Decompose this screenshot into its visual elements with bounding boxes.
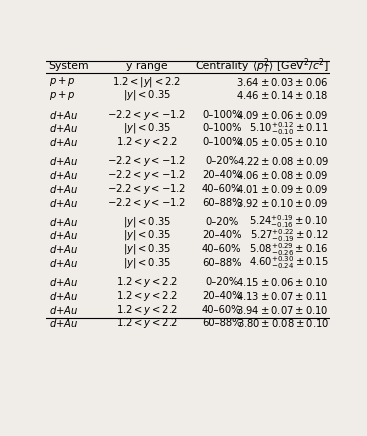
- Text: $-2.2 < y < -1.2$: $-2.2 < y < -1.2$: [107, 196, 186, 210]
- Text: $1.2 < y < 2.2$: $1.2 < y < 2.2$: [116, 275, 178, 289]
- Text: $4.22\pm0.08\pm0.09$: $4.22\pm0.08\pm0.09$: [237, 155, 329, 167]
- Text: $5.27^{+0.22}_{-0.19}\pm0.12$: $5.27^{+0.22}_{-0.19}\pm0.12$: [250, 227, 329, 244]
- Text: $5.10^{+0.12}_{-0.10}\pm0.11$: $5.10^{+0.12}_{-0.10}\pm0.11$: [249, 120, 329, 137]
- Text: 0–20%: 0–20%: [205, 277, 238, 287]
- Text: 0–100%: 0–100%: [202, 137, 241, 147]
- Text: $p+p$: $p+p$: [49, 89, 75, 102]
- Text: $3.64\pm0.03\pm0.06$: $3.64\pm0.03\pm0.06$: [236, 76, 329, 88]
- Text: $3.92\pm0.10\pm0.09$: $3.92\pm0.10\pm0.09$: [236, 197, 329, 208]
- Text: y range: y range: [126, 61, 168, 72]
- Text: $5.24^{+0.19}_{-0.16}\pm0.10$: $5.24^{+0.19}_{-0.16}\pm0.10$: [250, 213, 329, 230]
- Text: $-2.2 < y < -1.2$: $-2.2 < y < -1.2$: [107, 154, 186, 168]
- Text: $d$+Au: $d$+Au: [49, 317, 78, 330]
- Text: $4.60^{+0.30}_{-0.24}\pm0.15$: $4.60^{+0.30}_{-0.24}\pm0.15$: [249, 255, 329, 271]
- Text: $p+p$: $p+p$: [49, 75, 75, 88]
- Text: $-2.2 < y < -1.2$: $-2.2 < y < -1.2$: [107, 168, 186, 182]
- Text: $d$+Au: $d$+Au: [49, 136, 78, 148]
- Text: 40–60%: 40–60%: [202, 305, 241, 315]
- Text: $4.06\pm0.08\pm0.09$: $4.06\pm0.08\pm0.09$: [236, 169, 329, 181]
- Text: 0–100%: 0–100%: [202, 123, 241, 133]
- Text: $|y| < 0.35$: $|y| < 0.35$: [123, 121, 171, 135]
- Text: 0–100%: 0–100%: [202, 109, 241, 119]
- Text: $1.2 < y < 2.2$: $1.2 < y < 2.2$: [116, 289, 178, 303]
- Text: $3.94\pm0.07\pm0.10$: $3.94\pm0.07\pm0.10$: [236, 303, 329, 316]
- Text: $|y| < 0.35$: $|y| < 0.35$: [123, 228, 171, 242]
- Text: $-2.2 < y < -1.2$: $-2.2 < y < -1.2$: [107, 108, 186, 122]
- Text: $d$+Au: $d$+Au: [49, 276, 78, 288]
- Text: $1.2 < y < 2.2$: $1.2 < y < 2.2$: [116, 317, 178, 330]
- Text: $\langle p_T^2 \rangle$ [GeV$^2$/$c^2$]: $\langle p_T^2 \rangle$ [GeV$^2$/$c^2$]: [252, 57, 329, 76]
- Text: $3.80\pm0.08\pm0.10$: $3.80\pm0.08\pm0.10$: [236, 317, 329, 330]
- Text: $1.2 < y < 2.2$: $1.2 < y < 2.2$: [116, 135, 178, 149]
- Text: 60–88%: 60–88%: [202, 258, 241, 268]
- Text: 60–88%: 60–88%: [202, 318, 241, 328]
- Text: $d$+Au: $d$+Au: [49, 243, 78, 255]
- Text: System: System: [49, 61, 89, 72]
- Text: $d$+Au: $d$+Au: [49, 257, 78, 269]
- Text: $1.2 < y < 2.2$: $1.2 < y < 2.2$: [116, 303, 178, 317]
- Text: $d$+Au: $d$+Au: [49, 197, 78, 208]
- Text: $d$+Au: $d$+Au: [49, 303, 78, 316]
- Text: $4.05\pm0.05\pm0.10$: $4.05\pm0.05\pm0.10$: [236, 136, 329, 148]
- Text: $d$+Au: $d$+Au: [49, 183, 78, 195]
- Text: $d$+Au: $d$+Au: [49, 123, 78, 134]
- Text: Centrality: Centrality: [195, 61, 248, 72]
- Text: $1.2 < |y| < 2.2$: $1.2 < |y| < 2.2$: [112, 75, 181, 89]
- Text: 60–88%: 60–88%: [202, 198, 241, 208]
- Text: $4.09\pm0.06\pm0.09$: $4.09\pm0.06\pm0.09$: [236, 109, 329, 121]
- Text: 20–40%: 20–40%: [202, 231, 241, 241]
- Text: 20–40%: 20–40%: [202, 170, 241, 180]
- Text: $5.08^{+0.29}_{-0.26}\pm0.16$: $5.08^{+0.29}_{-0.26}\pm0.16$: [249, 241, 329, 258]
- Text: $|y| < 0.35$: $|y| < 0.35$: [123, 242, 171, 256]
- Text: $d$+Au: $d$+Au: [49, 169, 78, 181]
- Text: $d$+Au: $d$+Au: [49, 216, 78, 228]
- Text: $4.15\pm0.06\pm0.10$: $4.15\pm0.06\pm0.10$: [236, 276, 329, 288]
- Text: 40–60%: 40–60%: [202, 184, 241, 194]
- Text: 0–20%: 0–20%: [205, 217, 238, 227]
- Text: $4.01\pm0.09\pm0.09$: $4.01\pm0.09\pm0.09$: [236, 183, 329, 195]
- Text: $4.46\pm0.14\pm0.18$: $4.46\pm0.14\pm0.18$: [236, 89, 329, 102]
- Text: 0–20%: 0–20%: [205, 156, 238, 166]
- Text: $|y| < 0.35$: $|y| < 0.35$: [123, 215, 171, 229]
- Text: $-2.2 < y < -1.2$: $-2.2 < y < -1.2$: [107, 182, 186, 196]
- Text: 40–60%: 40–60%: [202, 244, 241, 254]
- Text: $d$+Au: $d$+Au: [49, 155, 78, 167]
- Text: $4.13\pm0.07\pm0.11$: $4.13\pm0.07\pm0.11$: [236, 290, 329, 302]
- Text: $d$+Au: $d$+Au: [49, 290, 78, 302]
- Text: 20–40%: 20–40%: [202, 291, 241, 301]
- Text: $|y| < 0.35$: $|y| < 0.35$: [123, 256, 171, 270]
- Text: $|y| < 0.35$: $|y| < 0.35$: [123, 89, 171, 102]
- Text: $d$+Au: $d$+Au: [49, 109, 78, 121]
- Text: $d$+Au: $d$+Au: [49, 229, 78, 242]
